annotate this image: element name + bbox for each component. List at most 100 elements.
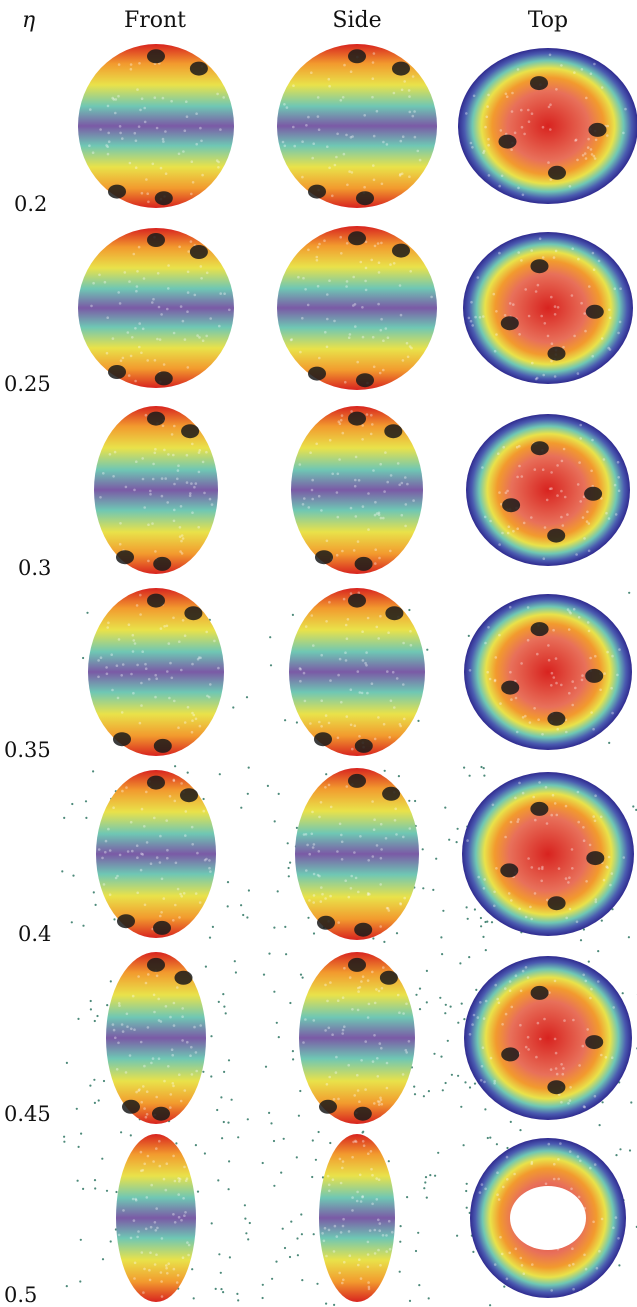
surface-texture xyxy=(530,112,534,115)
surface-texture xyxy=(599,688,602,692)
vesicle-surface xyxy=(116,1134,196,1302)
free-particle xyxy=(245,696,249,699)
surface-texture xyxy=(198,336,201,339)
surface-texture xyxy=(359,260,363,264)
surface-texture xyxy=(377,716,380,719)
surface-texture xyxy=(486,670,489,674)
surface-texture xyxy=(357,890,360,894)
surface-texture xyxy=(155,1253,158,1256)
free-particle xyxy=(202,1070,205,1073)
surface-texture xyxy=(594,654,597,658)
surface-texture xyxy=(289,338,293,342)
surface-texture xyxy=(504,92,508,96)
surface-texture xyxy=(351,1196,354,1199)
surface-texture xyxy=(143,903,147,907)
surface-texture xyxy=(531,361,534,365)
defect-spot xyxy=(147,593,165,608)
surface-texture xyxy=(345,637,349,640)
surface-texture xyxy=(479,1001,482,1004)
surface-texture xyxy=(101,856,104,860)
surface-texture xyxy=(359,835,362,838)
surface-texture xyxy=(371,77,375,80)
surface-texture xyxy=(516,475,519,479)
surface-texture xyxy=(379,856,383,860)
surface-texture xyxy=(371,800,374,803)
free-particle xyxy=(245,1232,248,1235)
surface-texture xyxy=(103,280,107,284)
surface-texture xyxy=(315,442,318,446)
surface-texture xyxy=(154,447,157,451)
surface-texture xyxy=(154,695,157,699)
free-particle xyxy=(506,1146,509,1150)
free-particle xyxy=(444,1003,447,1006)
surface-texture xyxy=(140,704,143,707)
surface-texture xyxy=(158,861,162,864)
surface-texture xyxy=(572,1287,575,1291)
surface-texture xyxy=(317,850,321,853)
surface-texture xyxy=(361,975,365,978)
surface-texture xyxy=(372,134,376,138)
free-particle xyxy=(220,1096,223,1099)
surface-texture xyxy=(498,251,501,255)
surface-texture xyxy=(533,892,537,895)
surface-texture xyxy=(524,288,527,291)
surface-texture xyxy=(409,270,412,273)
surface-texture xyxy=(554,657,558,660)
surface-texture xyxy=(196,851,199,855)
surface-texture xyxy=(137,1089,140,1092)
surface-texture xyxy=(340,252,343,255)
surface-texture xyxy=(316,96,320,99)
surface-texture xyxy=(149,862,153,865)
surface-texture xyxy=(181,319,185,323)
surface-texture xyxy=(554,1051,558,1055)
row-label-eta-0-25: 0.25 xyxy=(4,372,51,396)
surface-texture xyxy=(371,855,375,858)
surface-texture xyxy=(381,1234,385,1237)
defect-spot xyxy=(319,1099,337,1114)
surface-texture xyxy=(367,492,370,495)
surface-texture xyxy=(375,1198,379,1201)
surface-texture xyxy=(476,1016,480,1019)
surface-texture xyxy=(298,463,302,466)
surface-texture xyxy=(361,1195,364,1198)
surface-texture xyxy=(519,1256,523,1260)
surface-texture xyxy=(118,1004,121,1007)
surface-texture xyxy=(589,1166,592,1170)
surface-texture xyxy=(343,63,346,67)
surface-texture xyxy=(139,868,143,872)
surface-texture xyxy=(352,1140,355,1144)
surface-texture xyxy=(321,1232,324,1235)
surface-texture xyxy=(352,304,355,307)
surface-texture xyxy=(530,917,533,921)
surface-texture xyxy=(151,301,154,304)
surface-texture xyxy=(327,783,331,787)
surface-texture xyxy=(179,505,183,508)
vesicle-svg xyxy=(463,232,633,384)
surface-texture xyxy=(584,329,587,333)
surface-texture xyxy=(145,841,149,844)
surface-texture xyxy=(359,1200,363,1203)
surface-texture xyxy=(166,307,169,311)
surface-texture xyxy=(292,84,295,87)
surface-texture xyxy=(327,721,331,725)
surface-texture xyxy=(522,521,526,525)
surface-texture xyxy=(114,111,117,115)
surface-texture xyxy=(495,867,498,870)
surface-texture xyxy=(157,1057,161,1060)
surface-texture xyxy=(176,477,179,481)
free-particle xyxy=(423,1187,426,1190)
surface-texture xyxy=(602,878,606,882)
surface-texture xyxy=(302,833,306,836)
surface-texture xyxy=(542,557,546,560)
surface-texture xyxy=(371,1202,374,1206)
surface-texture xyxy=(607,855,611,859)
free-particle xyxy=(408,608,411,612)
surface-texture xyxy=(331,1178,335,1181)
free-particle xyxy=(240,904,243,907)
surface-texture xyxy=(194,1051,198,1054)
surface-texture xyxy=(112,1028,116,1032)
surface-texture xyxy=(376,242,380,245)
surface-texture xyxy=(541,125,545,129)
defect-spot xyxy=(547,528,566,543)
surface-texture xyxy=(118,542,122,546)
